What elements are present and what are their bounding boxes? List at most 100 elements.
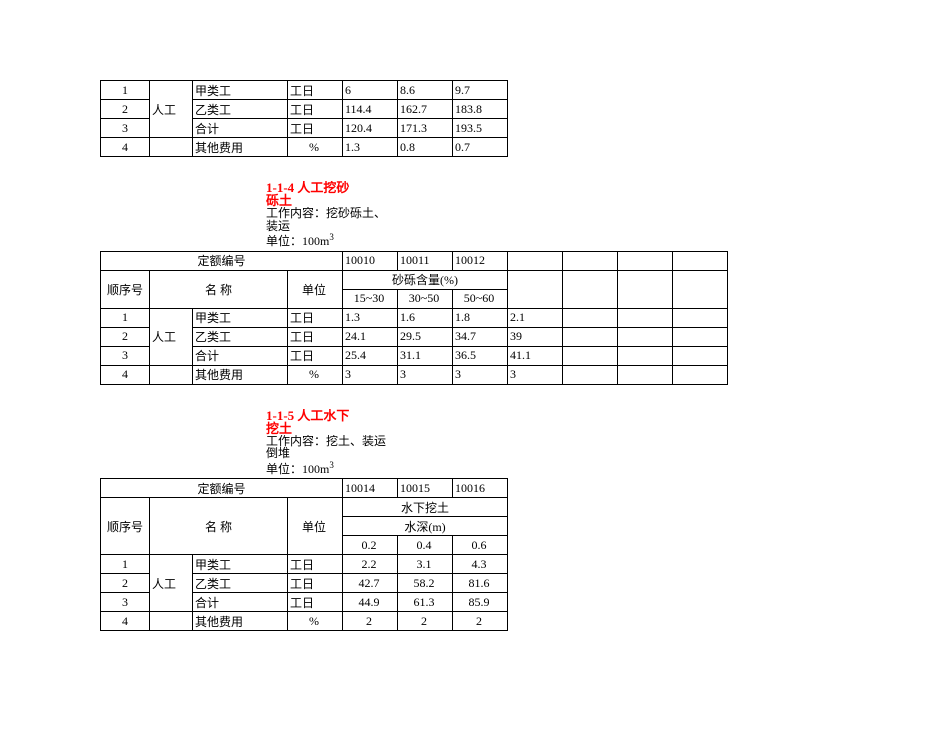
- data-cell: 29.5: [398, 327, 453, 346]
- data-cell: 2.2: [343, 555, 398, 574]
- seq-cell: 1: [101, 555, 150, 574]
- seq-cell: 4: [101, 612, 150, 631]
- empty-cell: [673, 308, 728, 327]
- data-cell: 39: [508, 327, 563, 346]
- table-row: 1 人工 甲类工 工日 6 8.6 9.7: [101, 81, 508, 100]
- table-row: 4 其他费用 % 3 3 3 3: [101, 365, 728, 384]
- data-cell: 0.7: [453, 138, 508, 157]
- data-cell: 193.5: [453, 119, 508, 138]
- quota-cell: 10012: [453, 251, 508, 270]
- unit-cell: 工日: [288, 327, 343, 346]
- name-cell: 其他费用: [193, 138, 288, 157]
- empty-cell: [673, 365, 728, 384]
- data-cell: 9.7: [453, 81, 508, 100]
- name-cell: 乙类工: [193, 100, 288, 119]
- data-cell: 3: [453, 365, 508, 384]
- data-cell: 34.7: [453, 327, 508, 346]
- table-row: 4 其他费用 % 2 2 2: [101, 612, 508, 631]
- unit-cell: 工日: [288, 81, 343, 100]
- name-cell: 甲类工: [193, 308, 288, 327]
- empty-cell: [618, 251, 673, 270]
- range-cell: 50~60: [453, 289, 508, 308]
- seq-cell: 4: [101, 138, 150, 157]
- empty-cell: [673, 251, 728, 270]
- name-cell: 甲类工: [193, 555, 288, 574]
- unit-label: 单位：100m: [266, 462, 329, 476]
- empty-cell: [508, 251, 563, 270]
- data-cell: 1.3: [343, 138, 398, 157]
- data-cell: 8.6: [398, 81, 453, 100]
- header-row: 顺序号 名 称 单位 水下挖土: [101, 498, 508, 517]
- quota-cell: 10010: [343, 251, 398, 270]
- data-cell: 1.6: [398, 308, 453, 327]
- quota-label: 定额编号: [101, 251, 343, 270]
- unit-cell: %: [288, 138, 343, 157]
- unit-cell: 工日: [288, 100, 343, 119]
- quota-cell: 10014: [343, 479, 398, 498]
- name-cell: 其他费用: [193, 365, 288, 384]
- header-row: 顺序号 名 称 单位 砂砾含量(%): [101, 270, 728, 289]
- unit-line: 单位：100m3: [266, 232, 845, 248]
- empty-cell: [673, 327, 728, 346]
- data-cell: 85.9: [453, 593, 508, 612]
- data-cell: 31.1: [398, 346, 453, 365]
- group-label: 砂砾含量(%): [343, 270, 508, 289]
- name-label: 名 称: [150, 498, 288, 555]
- seq-label: 顺序号: [101, 498, 150, 555]
- data-cell: 25.4: [343, 346, 398, 365]
- name-cell: 其他费用: [193, 612, 288, 631]
- cat-cell: [150, 138, 193, 157]
- header-row: 定额编号 10014 10015 10016: [101, 479, 508, 498]
- range-cell: 0.4: [398, 536, 453, 555]
- range-cell: 15~30: [343, 289, 398, 308]
- empty-cell: [563, 270, 618, 308]
- seq-cell: 4: [101, 365, 150, 384]
- data-cell: 3: [343, 365, 398, 384]
- data-cell: 81.6: [453, 574, 508, 593]
- empty-cell: [618, 270, 673, 308]
- seq-cell: 1: [101, 308, 150, 327]
- seq-cell: 1: [101, 81, 150, 100]
- data-cell: 162.7: [398, 100, 453, 119]
- unit-cell: %: [288, 612, 343, 631]
- quota-label: 定额编号: [101, 479, 343, 498]
- data-cell: 36.5: [453, 346, 508, 365]
- seq-cell: 2: [101, 100, 150, 119]
- group-label: 水下挖土: [343, 498, 508, 517]
- unit-col-label: 单位: [288, 270, 343, 308]
- data-cell: 120.4: [343, 119, 398, 138]
- quota-cell: 10016: [453, 479, 508, 498]
- seq-label: 顺序号: [101, 270, 150, 308]
- header-row: 定额编号 10010 10011 10012: [101, 251, 728, 270]
- empty-cell: [563, 346, 618, 365]
- table-row: 4 其他费用 % 1.3 0.8 0.7: [101, 138, 508, 157]
- data-cell: 114.4: [343, 100, 398, 119]
- data-cell: 2: [453, 612, 508, 631]
- unit-cell: %: [288, 365, 343, 384]
- empty-cell: [563, 251, 618, 270]
- name-cell: 甲类工: [193, 81, 288, 100]
- data-cell: 41.1: [508, 346, 563, 365]
- empty-cell: [618, 346, 673, 365]
- unit-line: 单位：100m3: [266, 460, 845, 476]
- table-row: 3 合计 工日 25.4 31.1 36.5 41.1: [101, 346, 728, 365]
- unit-cell: 工日: [288, 119, 343, 138]
- seq-cell: 3: [101, 346, 150, 365]
- table3-section: 定额编号 10014 10015 10016 顺序号 名 称 单位 水下挖土 水…: [100, 478, 845, 631]
- data-cell: 1.8: [453, 308, 508, 327]
- section3-header: 1-1-5 人工水下挖土 工作内容：挖土、装运倒堆 单位：100m3: [266, 409, 845, 477]
- name-cell: 乙类工: [193, 327, 288, 346]
- section-title: 1-1-4 人工挖砂砾土: [266, 181, 356, 207]
- unit-label: 单位：100m: [266, 234, 329, 248]
- name-cell: 乙类工: [193, 574, 288, 593]
- data-cell: 1.3: [343, 308, 398, 327]
- cat-cell: [150, 365, 193, 384]
- name-cell: 合计: [193, 346, 288, 365]
- data-cell: 42.7: [343, 574, 398, 593]
- data-cell: 183.8: [453, 100, 508, 119]
- empty-cell: [563, 308, 618, 327]
- data-cell: 2: [343, 612, 398, 631]
- data-cell: 58.2: [398, 574, 453, 593]
- data-cell: 44.9: [343, 593, 398, 612]
- unit-cell: 工日: [288, 593, 343, 612]
